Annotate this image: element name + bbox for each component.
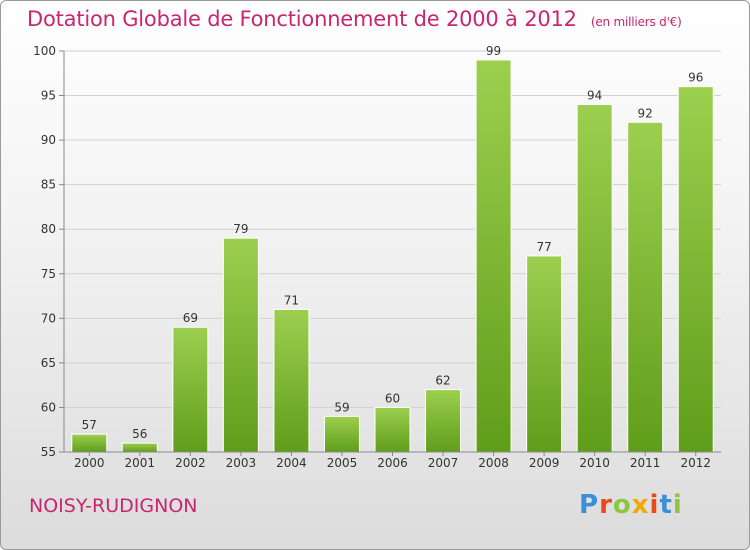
y-tick-label: 85: [41, 178, 56, 192]
x-tick-label: 2001: [125, 456, 156, 470]
x-tick-label: 2003: [226, 456, 257, 470]
bar-value-label: 94: [587, 88, 602, 102]
logo-letter: t: [659, 490, 673, 520]
x-tick-label: 2007: [428, 456, 459, 470]
y-tick-label: 80: [41, 222, 56, 236]
x-tick-label: 2008: [478, 456, 509, 470]
bar-value-label: 92: [638, 106, 653, 120]
x-tick-label: 2006: [377, 456, 408, 470]
bar-2008: [475, 59, 512, 453]
x-tick-label: 2005: [327, 456, 358, 470]
bar-value-label: 77: [536, 240, 551, 254]
x-tick-label: 2000: [74, 456, 105, 470]
bar-value-label: 62: [435, 374, 450, 388]
bar-value-label: 71: [284, 293, 299, 307]
y-tick-label: 65: [41, 356, 56, 370]
x-tick-label: 2012: [680, 456, 711, 470]
bar-value-label: 69: [183, 311, 198, 325]
bar-2012: [677, 86, 714, 453]
bar-2011: [627, 121, 664, 453]
logo-letter: r: [599, 490, 613, 520]
x-tick-label: 2002: [175, 456, 206, 470]
bar-value-label: 57: [82, 418, 97, 432]
x-tick-label: 2010: [579, 456, 610, 470]
bar-2002: [172, 326, 209, 453]
proxiti-logo: Proxiti: [579, 490, 683, 520]
y-tick-label: 90: [41, 133, 56, 147]
bar-2006: [374, 406, 411, 453]
logo-letter: x: [631, 490, 650, 520]
y-tick-label: 70: [41, 311, 56, 325]
y-tick-label: 100: [33, 44, 56, 58]
bar-2001: [121, 442, 158, 453]
bar-value-label: 79: [233, 222, 248, 236]
bar-2007: [425, 389, 462, 453]
chart-title: Dotation Globale de Fonctionnement de 20…: [27, 7, 682, 31]
x-tick-label: 2004: [276, 456, 307, 470]
bar-value-label: 59: [334, 400, 349, 414]
logo-letter: P: [579, 490, 600, 520]
logo-letter: o: [612, 490, 632, 520]
chart-title-text: Dotation Globale de Fonctionnement de 20…: [27, 7, 577, 31]
bar-2003: [222, 237, 259, 453]
chart-unit: (en milliers d'€): [590, 15, 682, 29]
logo-letter: i: [649, 490, 660, 520]
y-tick-label: 60: [41, 400, 56, 414]
y-tick-label: 95: [41, 89, 56, 103]
bar-value-label: 60: [385, 391, 400, 405]
y-tick-label: 75: [41, 267, 56, 281]
x-tick-label: 2009: [529, 456, 560, 470]
bar-2004: [273, 308, 310, 453]
bar-2000: [71, 433, 108, 453]
logo-letter: i: [672, 490, 683, 520]
bar-value-label: 96: [688, 71, 703, 85]
bar-2009: [526, 255, 563, 453]
commune-name: NOISY-RUDIGNON: [29, 495, 198, 517]
bar-2005: [323, 415, 360, 453]
bar-value-label: 56: [132, 427, 147, 441]
x-tick-label: 2011: [630, 456, 661, 470]
bar-chart: 57 56 69 79 71 59 60 62 99 77 94 92 96 55 60 65 70 75 80 8…: [33, 44, 721, 470]
bar-2010: [576, 103, 613, 453]
bar-value-label: 99: [486, 44, 501, 58]
y-tick-label: 55: [41, 445, 56, 459]
